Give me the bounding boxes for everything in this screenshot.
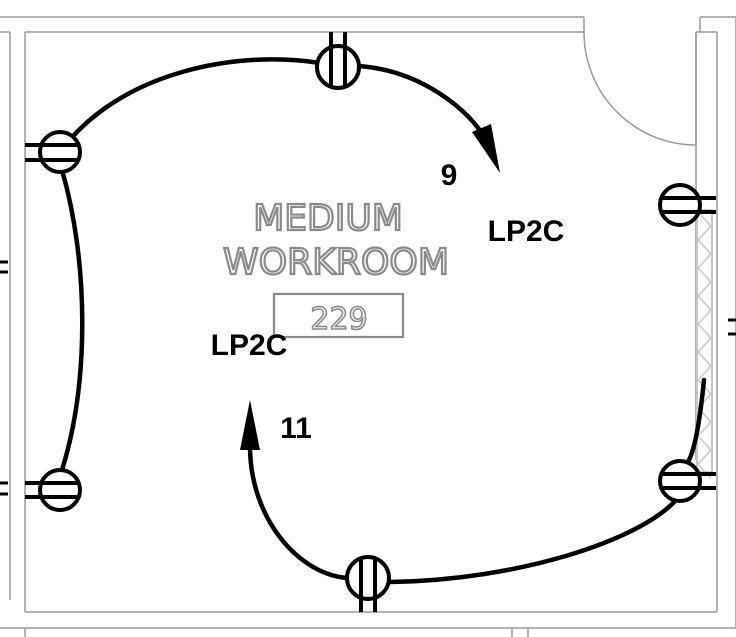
wire-right [685,377,707,465]
room-name-line1: MEDIUM [253,198,403,239]
duplex-receptacle-icon [345,555,391,612]
duplex-receptacle-icon [25,130,82,174]
room-name-line2: WORKROOM [223,242,449,283]
duplex-receptacle-icon [658,183,716,227]
duplex-receptacle-icon [315,32,361,90]
room-number-box [272,292,405,339]
duplex-receptacle-icon [658,459,716,503]
home-run-arrow-icon [240,400,260,450]
panel-label-lower: LP2C [211,329,288,362]
door [583,31,697,146]
wire-left [59,167,85,473]
wire-upper-right [355,63,489,143]
wire-lower-right [387,497,679,585]
walls [0,16,736,637]
panel-label-upper: LP2C [488,215,565,248]
circuit-wiring [57,57,707,585]
hatched-wall [696,209,713,479]
hatch-zigzag [696,211,713,479]
wire-lower-left [247,443,351,581]
door-swing-arc [583,31,697,146]
room-number: 229 [310,302,367,337]
home-run-arrow-icon [472,124,500,173]
wall-breaks [0,260,736,496]
duplex-receptacle-icon [25,468,82,512]
wire-upper-left [57,57,323,155]
circuit-number-upper: 9 [441,159,458,192]
circuit-number-lower: 11 [280,412,312,445]
